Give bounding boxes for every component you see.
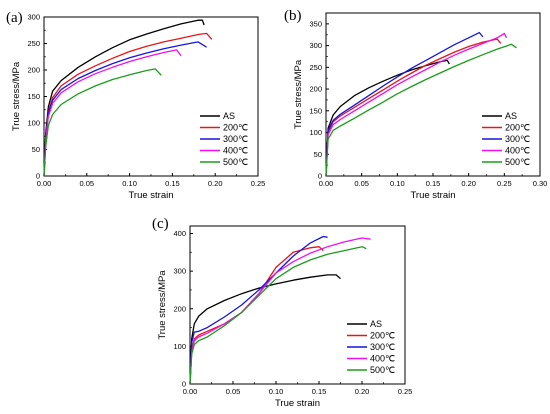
y-tick-label: 300 [27,13,40,22]
x-tick-label: 0.20 [461,179,476,188]
legend-label: AS [505,111,517,121]
series-line [43,19,205,177]
x-tick-label: 0.25 [251,179,266,188]
y-tick-label: 100 [27,119,40,128]
series-line [43,41,207,177]
series-line [325,32,508,177]
y-tick-label: 400 [173,229,186,238]
series-line [189,237,371,385]
panel-a: (a) 0.00 0.05 0.10 0.15 0.20 0.25 0 50 100 150 200 2… [6,10,265,201]
x-tick-label: 0.20 [355,387,370,396]
x-axis-title: True strain [275,398,320,409]
x-tick-label: 0.15 [165,179,180,188]
y-tick-label: 200 [27,66,40,75]
panel-label: (c) [152,216,169,232]
series-line [325,43,517,177]
x-tick-label: 0.10 [269,387,284,396]
panel-label: (a) [6,10,23,26]
x-tick-label: 0.15 [312,387,327,396]
y-tick-label: 300 [309,41,322,50]
y-tick-label: 0 [318,172,322,181]
x-tick-label: 0.00 [319,179,334,188]
y-tick-label: 350 [309,19,322,28]
panel-label: (b) [284,8,302,24]
x-tick-label: 0.00 [183,387,198,396]
y-tick-label: 150 [27,92,40,101]
legend-label: 200℃ [505,123,530,133]
series-line [325,31,484,177]
series-line [43,49,182,177]
legend-label: 500℃ [370,365,395,375]
x-axis-title: True strain [128,190,173,201]
legend-label: 200℃ [370,331,395,341]
y-tick-label: 0 [36,172,40,181]
legend-label: 400℃ [505,146,530,156]
x-tick-label: 0.15 [426,179,441,188]
legend-label: 400℃ [370,354,395,364]
series-line [43,32,213,177]
series-line [189,274,341,385]
legend-label: 300℃ [370,342,395,352]
x-tick-label: 0.05 [79,179,94,188]
x-tick-label: 0.10 [390,179,405,188]
x-tick-label: 0.30 [533,179,548,188]
y-tick-label: 50 [32,145,40,154]
legend-label: AS [370,319,382,329]
legend-label: 500℃ [505,157,530,167]
series-line [325,38,502,177]
y-tick-label: 200 [309,85,322,94]
y-axis-title: True stress/MPa [293,59,304,129]
x-tick-label: 0.25 [497,179,512,188]
x-tick-label: 0.25 [398,387,413,396]
legend-label: 200℃ [223,123,248,133]
legend-label: 400℃ [223,146,248,156]
series-line [189,246,367,385]
y-tick-label: 50 [314,150,322,159]
y-axis-title: True stress/MPa [11,61,22,131]
x-tick-label: 0.10 [122,179,137,188]
y-axis-title: True stress/MPa [157,270,168,340]
y-tick-label: 150 [309,106,322,115]
y-tick-label: 200 [173,304,186,313]
series-line [189,246,324,385]
x-tick-label: 0.05 [226,387,241,396]
y-tick-label: 250 [309,63,322,72]
panel-b: (b) 0.00 0.05 0.10 0.15 0.20 0.25 0.30 0 50 100 150… [284,8,547,201]
y-tick-label: 100 [173,342,186,351]
y-tick-label: 300 [173,267,186,276]
x-axis-title: True strain [410,190,455,201]
series-line [43,68,162,177]
x-tick-label: 0.20 [208,179,223,188]
x-tick-label: 0.00 [37,179,52,188]
y-tick-label: 0 [182,380,186,389]
x-tick-label: 0.05 [354,179,369,188]
legend-label: 300℃ [223,134,248,144]
series-line [189,235,328,385]
y-tick-label: 100 [309,128,322,137]
legend-label: 500℃ [223,157,248,167]
legend-label: AS [223,111,235,121]
panel-c: (c) 0.00 0.05 0.10 0.15 0.20 0.25 0 100 200 300 400… [152,216,412,409]
y-tick-label: 250 [27,39,40,48]
legend-label: 300℃ [505,134,530,144]
